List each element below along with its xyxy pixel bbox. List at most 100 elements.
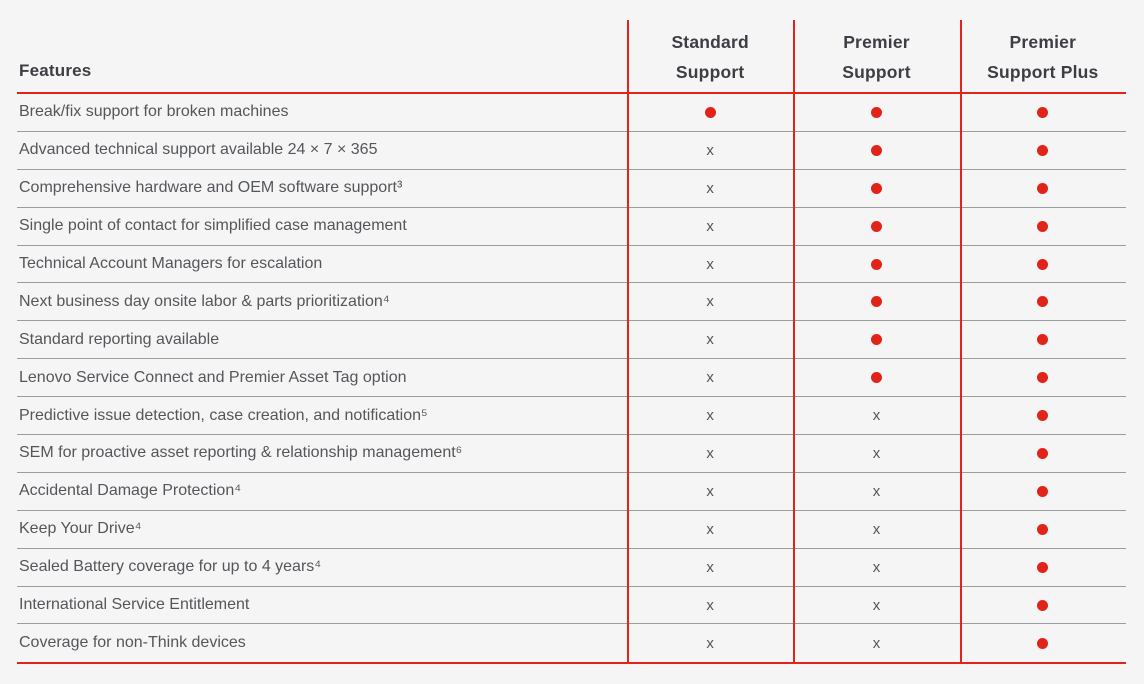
not-included-x-mark: x	[706, 558, 714, 576]
not-included-x-mark: x	[872, 520, 881, 538]
included-dot-icon	[1037, 334, 1049, 346]
value-cell	[960, 624, 1126, 662]
feature-label: Predictive issue detection, case creatio…	[19, 406, 428, 424]
feature-label: Keep Your Drive⁴	[19, 520, 142, 538]
feature-label: Coverage for non-Think devices	[19, 634, 246, 652]
included-dot-icon	[1037, 182, 1049, 194]
features-column-header: Features	[19, 61, 92, 80]
value-cell: x	[793, 587, 959, 624]
feature-label: Accidental Damage Protection⁴	[19, 482, 242, 500]
value-cell: x	[627, 587, 793, 624]
value-cell	[960, 473, 1126, 510]
not-included-x-mark: x	[706, 596, 714, 614]
included-dot-icon	[870, 220, 882, 232]
value-cell: x	[627, 359, 793, 396]
table-row: Predictive issue detection, case creatio…	[17, 397, 1126, 436]
value-cell	[960, 397, 1126, 434]
not-included-x-mark: x	[706, 217, 714, 235]
column-header-standard-support: Standard Support	[627, 20, 793, 92]
feature-label: Lenovo Service Connect and Premier Asset…	[19, 368, 407, 386]
value-cell: x	[793, 549, 959, 586]
value-cell: x	[793, 624, 959, 662]
feature-label: Comprehensive hardware and OEM software …	[19, 179, 403, 197]
not-included-x-mark: x	[706, 369, 714, 387]
table-row: Comprehensive hardware and OEM software …	[17, 170, 1126, 208]
value-cell	[960, 435, 1126, 472]
feature-label: International Service Entitlement	[19, 596, 250, 614]
table-row: Standard reporting available x	[17, 321, 1126, 360]
not-included-x-mark: x	[706, 482, 714, 500]
value-cell: x	[627, 511, 793, 548]
value-cell	[960, 208, 1126, 245]
included-dot-icon	[870, 144, 882, 156]
included-dot-icon	[1037, 485, 1049, 497]
not-included-x-mark: x	[706, 520, 714, 538]
value-cell: x	[627, 321, 793, 358]
included-dot-icon	[1037, 561, 1049, 573]
not-included-x-mark: x	[706, 179, 714, 197]
not-included-x-mark: x	[872, 444, 881, 462]
value-cell	[793, 321, 959, 358]
value-cell	[960, 132, 1126, 169]
not-included-x-mark: x	[706, 634, 714, 652]
table-row: Keep Your Drive⁴ x x	[17, 511, 1126, 549]
column-header-line: Premier	[843, 32, 910, 52]
column-header-line: Premier	[1009, 32, 1077, 52]
value-cell: x	[627, 208, 793, 245]
value-cell: x	[627, 283, 793, 320]
value-cell: x	[793, 511, 959, 548]
included-dot-icon	[1037, 523, 1049, 535]
value-cell	[793, 246, 959, 283]
value-cell	[793, 359, 959, 396]
value-cell: x	[627, 435, 793, 472]
column-header-line: Support Plus	[987, 62, 1099, 82]
value-cell	[960, 511, 1126, 548]
value-cell: x	[627, 549, 793, 586]
value-cell: x	[627, 624, 793, 662]
not-included-x-mark: x	[706, 255, 714, 273]
included-dot-icon	[870, 334, 882, 346]
included-dot-icon	[1037, 599, 1049, 611]
value-cell: x	[793, 473, 959, 510]
table-row: Break/fix support for broken machines	[17, 94, 1126, 132]
not-included-x-mark: x	[706, 444, 714, 462]
feature-label: Sealed Battery coverage for up to 4 year…	[19, 558, 322, 576]
table-row: SEM for proactive asset reporting & rela…	[17, 435, 1126, 473]
value-cell	[960, 246, 1126, 283]
table-row: Technical Account Managers for escalatio…	[17, 246, 1126, 284]
table-header-row: Features Standard Support Premier Suppor…	[17, 20, 1126, 94]
column-header-line: Support	[675, 62, 745, 82]
table-row: Advanced technical support available 24 …	[17, 132, 1126, 170]
feature-label: Standard reporting available	[19, 330, 220, 348]
value-cell	[960, 170, 1126, 207]
included-dot-icon	[1037, 220, 1049, 232]
included-dot-icon	[870, 182, 882, 194]
included-dot-icon	[870, 372, 882, 384]
column-header-line: Support	[842, 62, 911, 82]
column-header-premier-support-plus: Premier Support Plus	[960, 20, 1126, 92]
value-cell: x	[627, 170, 793, 207]
included-dot-icon	[704, 106, 716, 118]
value-cell	[960, 549, 1126, 586]
not-included-x-mark: x	[872, 596, 881, 614]
value-cell	[960, 321, 1126, 358]
value-cell: x	[627, 246, 793, 283]
not-included-x-mark: x	[872, 407, 881, 425]
column-header-premier-support: Premier Support	[793, 20, 959, 92]
value-cell: x	[627, 397, 793, 434]
not-included-x-mark: x	[706, 331, 714, 349]
feature-label: Advanced technical support available 24 …	[19, 141, 378, 159]
value-cell	[793, 132, 959, 169]
feature-label: Break/fix support for broken machines	[19, 103, 289, 121]
table-row: Accidental Damage Protection⁴ x x	[17, 473, 1126, 511]
value-cell	[960, 283, 1126, 320]
value-cell	[960, 359, 1126, 396]
value-cell	[793, 170, 959, 207]
support-comparison-table: Features Standard Support Premier Suppor…	[17, 20, 1126, 665]
table-row: International Service Entitlement x x	[17, 587, 1126, 625]
value-cell: x	[627, 473, 793, 510]
column-divider-line	[793, 20, 795, 663]
included-dot-icon	[1037, 410, 1049, 422]
column-divider-line	[627, 20, 629, 663]
table-row: Single point of contact for simplified c…	[17, 208, 1126, 246]
